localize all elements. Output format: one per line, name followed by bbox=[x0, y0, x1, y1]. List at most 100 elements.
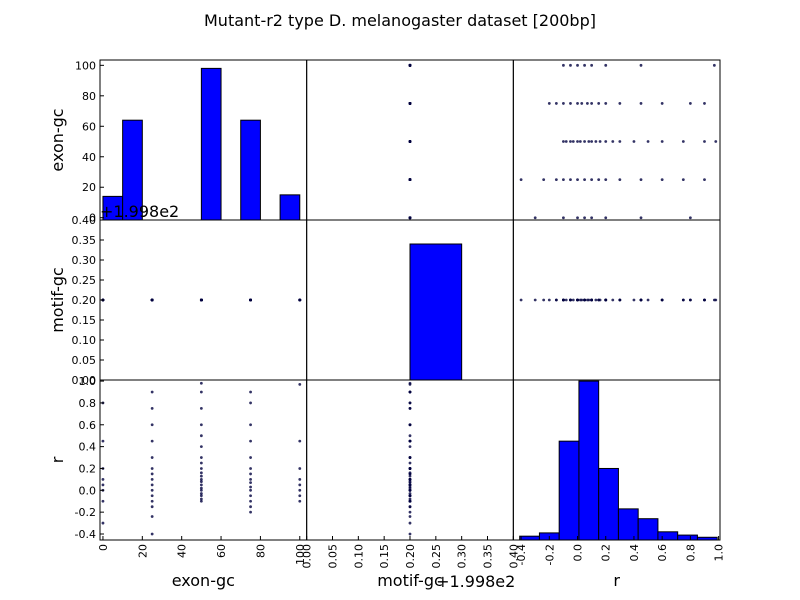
scatter-point bbox=[576, 140, 579, 143]
y-tick-label: 0.10 bbox=[72, 334, 97, 347]
scatter-point bbox=[408, 406, 412, 410]
scatter-point bbox=[249, 505, 252, 509]
scatter-point bbox=[408, 102, 412, 105]
scatter-point bbox=[199, 499, 203, 503]
scatter-point bbox=[703, 102, 706, 105]
scatter-point bbox=[298, 477, 302, 481]
scatter-point bbox=[150, 406, 154, 410]
scatter-point bbox=[298, 499, 302, 503]
scatter-point bbox=[590, 140, 594, 143]
scatter-point bbox=[597, 178, 601, 182]
scatter-point bbox=[408, 178, 412, 182]
scatter-point bbox=[562, 298, 565, 302]
scatter-point bbox=[150, 505, 154, 509]
panel-frame bbox=[512, 379, 721, 541]
scatter-point bbox=[199, 488, 203, 492]
scatter-point bbox=[199, 492, 203, 495]
scatter-point bbox=[408, 423, 412, 427]
scatter-point bbox=[547, 298, 551, 302]
scatter-point bbox=[408, 510, 412, 514]
scatter-point bbox=[101, 439, 105, 443]
scatter-point bbox=[249, 488, 252, 492]
scatter-point bbox=[408, 481, 412, 485]
scatter-point bbox=[590, 63, 594, 67]
scatter-point bbox=[618, 178, 622, 182]
y-tick-label: 0.30 bbox=[72, 254, 97, 267]
scatter-point bbox=[408, 434, 412, 438]
scatter-point bbox=[199, 381, 203, 385]
x-tick-label: 0.25 bbox=[430, 544, 443, 569]
x-tick-label: 0.10 bbox=[352, 544, 365, 569]
x-tick-label: 0.30 bbox=[456, 544, 469, 569]
chart-title: Mutant-r2 type D. melanogaster dataset [… bbox=[204, 11, 596, 30]
x-axis-label: motif-gc bbox=[377, 571, 443, 590]
x-tick-label: 0.15 bbox=[378, 544, 391, 569]
scatter-point bbox=[408, 492, 412, 495]
x-tick-label: 0.6 bbox=[656, 544, 669, 562]
scatter-point bbox=[542, 298, 546, 302]
scatter-point bbox=[199, 434, 203, 438]
scatter-point bbox=[598, 140, 602, 143]
scatter-point bbox=[583, 63, 586, 67]
scatter-point bbox=[576, 178, 579, 182]
scatter-point bbox=[618, 140, 622, 143]
scatter-point bbox=[542, 178, 546, 182]
scatter-point bbox=[298, 488, 302, 492]
histogram-bar bbox=[240, 119, 261, 221]
scatter-point bbox=[688, 102, 692, 105]
scatter-point bbox=[639, 178, 643, 182]
scatter-point bbox=[533, 298, 537, 302]
scatter-point bbox=[249, 494, 252, 498]
y-tick-label: 0.15 bbox=[72, 314, 97, 327]
y-tick-label: -0.2 bbox=[75, 506, 96, 519]
x-tick-label: 0.35 bbox=[482, 544, 495, 569]
scatter-point bbox=[597, 102, 601, 105]
histogram-bar bbox=[617, 508, 639, 541]
x-tick-label: 0.05 bbox=[327, 544, 340, 569]
scatter-point bbox=[583, 140, 586, 143]
scatter-point bbox=[583, 216, 586, 220]
panel-background bbox=[100, 380, 307, 540]
scatter-point bbox=[408, 474, 412, 478]
scatter-point bbox=[199, 456, 203, 459]
scatter-point bbox=[150, 477, 154, 481]
x-tick-label: 100 bbox=[294, 544, 307, 565]
scatter-point bbox=[408, 505, 412, 509]
y-tick-label: 0 bbox=[89, 212, 96, 225]
y-tick-label: 100 bbox=[75, 59, 96, 72]
scatter-point bbox=[101, 483, 105, 487]
scatter-point bbox=[564, 140, 568, 143]
histogram-bar bbox=[578, 380, 600, 541]
scatter-point bbox=[562, 63, 565, 67]
scatter-point bbox=[150, 423, 154, 427]
y-tick-label: 0.6 bbox=[79, 419, 97, 432]
y-axis-label: r bbox=[48, 456, 67, 463]
histogram-bar bbox=[598, 467, 619, 541]
scatter-point bbox=[199, 497, 203, 501]
y-tick-label: 0.05 bbox=[72, 354, 97, 367]
y-tick-label: 0.25 bbox=[72, 274, 97, 287]
scatter-point bbox=[681, 298, 685, 302]
scatter-point bbox=[101, 521, 105, 525]
x-tick-label: 20 bbox=[136, 544, 149, 558]
scatter-point bbox=[594, 298, 598, 302]
scatter-point bbox=[569, 63, 572, 67]
panel-background bbox=[100, 220, 307, 380]
scatter-point bbox=[576, 102, 579, 105]
scatter-point bbox=[298, 439, 302, 443]
scatter-point bbox=[298, 494, 302, 498]
y-tick-label: 0.00 bbox=[72, 374, 97, 387]
scatter-point bbox=[199, 471, 203, 475]
histogram-bar bbox=[519, 535, 540, 541]
scatter-point bbox=[576, 298, 579, 302]
scatter-point bbox=[604, 140, 608, 143]
scatter-point bbox=[578, 140, 582, 143]
scatter-point bbox=[408, 439, 412, 443]
scatter-point bbox=[249, 485, 252, 489]
scatter-point bbox=[408, 477, 412, 481]
scatter-point bbox=[298, 483, 302, 487]
y-axis-label: motif-gc bbox=[48, 267, 67, 333]
scatter-point bbox=[590, 178, 594, 182]
scatter-point bbox=[249, 472, 252, 476]
